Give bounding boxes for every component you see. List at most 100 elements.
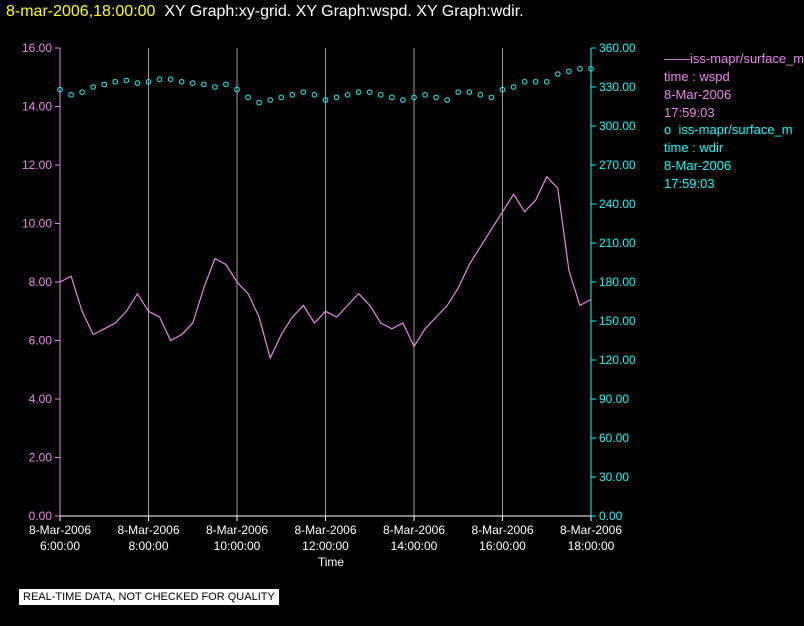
x-tick-date: 8-Mar-2006 (294, 523, 356, 537)
wdir-point (68, 92, 74, 98)
graph-list: XY Graph:xy-grid. XY Graph:wspd. XY Grap… (164, 3, 524, 20)
wdir-point (101, 81, 108, 88)
x-tick-date: 8-Mar-2006 (117, 523, 179, 537)
wdir-point (300, 89, 307, 95)
line-marker: —— (664, 51, 690, 66)
right-y-tick-label: 30.00 (599, 470, 629, 484)
wdir-point (212, 84, 218, 90)
right-y-tick-label: 330.00 (599, 80, 636, 94)
wdir-point (566, 68, 572, 75)
wdir-point (543, 79, 550, 85)
x-tick-time: 14:00:00 (391, 539, 438, 553)
left-y-tick-label: 6.00 (29, 334, 53, 348)
x-tick-date: 8-Mar-2006 (29, 523, 91, 537)
wdir-point (344, 92, 351, 98)
legend-wspd-date: 8-Mar-2006 (664, 87, 732, 102)
wdir-point (588, 66, 594, 72)
vertical-gridlines (148, 48, 503, 516)
wdir-point (245, 94, 251, 101)
wdir-point (79, 89, 85, 95)
left-y-tick-label: 12.00 (22, 158, 52, 172)
legend-wspd-time: 17:59:03 (664, 105, 715, 120)
wdir-point (532, 79, 539, 85)
legend-wdir-time: 17:59:03 (664, 176, 715, 191)
x-tick-time: 12:00:00 (302, 539, 349, 553)
x-tick-date: 8-Mar-2006 (560, 523, 622, 537)
wdir-series (57, 66, 594, 106)
wdir-point (488, 94, 495, 101)
wdir-point (577, 66, 583, 72)
timestamp: 8-mar-2006,18:00:00 (6, 3, 156, 20)
wdir-point (145, 79, 152, 85)
right-y-tick-label: 240.00 (599, 197, 636, 211)
wdir-point (178, 79, 185, 85)
legend-wdir-var: time : wdir (664, 140, 724, 155)
legend-wdir-date: 8-Mar-2006 (664, 158, 732, 173)
wdir-point (90, 84, 96, 90)
wdir-point (521, 79, 528, 85)
wdir-point (134, 80, 141, 86)
left-y-tick-label: 8.00 (29, 275, 53, 289)
wdir-point (201, 81, 207, 88)
wdir-point (477, 92, 484, 98)
legend-source-label: iss-mapr/surface_m (690, 51, 804, 66)
wdir-point (444, 97, 450, 103)
wdir-point (311, 92, 318, 98)
right-y-tick-label: 60.00 (599, 431, 629, 445)
legend-wdir-source: o iss-mapr/surface_m (664, 122, 793, 137)
x-tick-time: 8:00:00 (128, 539, 168, 553)
wdir-point (223, 81, 229, 88)
wdir-point (333, 94, 340, 101)
wdir-point (123, 77, 130, 84)
x-axis-label: Time (318, 555, 345, 569)
x-tick-time: 18:00:00 (568, 539, 615, 553)
x-tick-time: 16:00:00 (479, 539, 526, 553)
chart-title: 8-mar-2006,18:00:00 XY Graph:xy-grid. XY… (6, 3, 524, 21)
x-tick-time: 10:00:00 (214, 539, 261, 553)
tick-labels: 8-Mar-2006 6:00:00 8-Mar-2006 8:00:00 8-Mar-… (22, 41, 636, 553)
wdir-point (455, 89, 462, 95)
wdir-point (499, 86, 506, 93)
right-y-tick-label: 180.00 (599, 275, 636, 289)
right-y-tick-label: 270.00 (599, 158, 636, 172)
right-y-tick-label: 210.00 (599, 236, 636, 250)
circle-marker: o (664, 122, 672, 137)
wdir-point (167, 76, 174, 82)
wdir-point (112, 79, 119, 85)
left-y-tick-label: 10.00 (22, 217, 52, 231)
x-tick-time: 6:00:00 (40, 539, 80, 553)
wdir-point (411, 94, 417, 101)
right-y-tick-label: 0.00 (599, 509, 623, 523)
wdir-point (378, 92, 384, 98)
quality-disclaimer: REAL-TIME DATA, NOT CHECKED FOR QUALITY (19, 589, 279, 605)
left-y-tick-label: 4.00 (29, 392, 53, 406)
wdir-point (555, 71, 561, 77)
right-y-tick-label: 120.00 (599, 353, 636, 367)
axes (55, 47, 596, 521)
right-y-tick-label: 300.00 (599, 119, 636, 133)
x-tick-date: 8-Mar-2006 (383, 523, 445, 537)
wdir-point (156, 76, 163, 82)
left-y-tick-label: 0.00 (29, 509, 53, 523)
wspd-line (59, 175, 592, 360)
wdir-point (510, 84, 517, 90)
legend-source-label: iss-mapr/surface_m (678, 122, 793, 137)
wdir-point (422, 92, 428, 98)
wdir-point (389, 94, 395, 101)
right-y-tick-label: 150.00 (599, 314, 636, 328)
x-tick-date: 8-Mar-2006 (206, 523, 268, 537)
wdir-point (267, 97, 273, 103)
left-y-tick-label: 16.00 (22, 41, 52, 55)
left-y-tick-label: 2.00 (29, 451, 53, 465)
wdir-point (57, 86, 63, 93)
wdir-point (433, 94, 439, 101)
wdir-point (256, 99, 262, 106)
left-y-tick-label: 14.00 (22, 100, 52, 114)
wspd-series (59, 175, 592, 360)
wdir-point (234, 86, 240, 93)
legend-wspd-var: time : wspd (664, 69, 730, 84)
wdir-point (400, 97, 406, 103)
right-y-tick-label: 360.00 (599, 41, 636, 55)
legend-wspd-source: ——iss-mapr/surface_m (664, 51, 804, 66)
